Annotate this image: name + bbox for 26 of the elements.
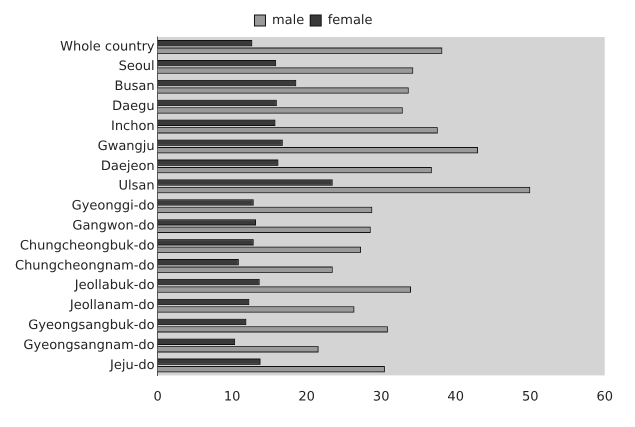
- x-tick-label: 30: [372, 390, 390, 405]
- y-tick-label: Chungcheongbuk-do: [20, 238, 155, 254]
- x-tick-label: 20: [298, 390, 315, 405]
- y-tick-label: Gangwon-do: [72, 218, 155, 234]
- y-tick-label: Daejeon: [100, 158, 155, 174]
- y-tick-label: Gyeongsangnam-do: [23, 338, 155, 353]
- y-tick-label: Busan: [114, 79, 155, 94]
- y-tick-label: Daegu: [112, 99, 155, 114]
- y-tick-label: Jeju-do: [109, 358, 155, 373]
- y-tick-label: Gyeonggi-do: [72, 198, 155, 214]
- x-tick-label: 40: [447, 390, 464, 405]
- x-tick-label: 10: [224, 390, 240, 405]
- y-tick-label: Gyeongsangbuk-do: [28, 318, 155, 334]
- y-tick-label: Ulsan: [118, 178, 155, 194]
- y-tick-label: Gwangju: [98, 138, 155, 154]
- y-tick-label: Seoul: [118, 59, 155, 74]
- x-tick-label: 50: [522, 390, 538, 405]
- x-tick-label: 0: [154, 390, 162, 405]
- y-tick-label: Jeollanam-do: [68, 298, 155, 314]
- y-tick-label: Whole country: [60, 39, 155, 54]
- x-tick-label: 60: [596, 390, 613, 405]
- y-tick-label: Inchon: [110, 118, 155, 134]
- y-tick-label: Jeollabuk-do: [74, 278, 155, 294]
- legend-label: male: [272, 12, 304, 28]
- legend-label: female: [328, 12, 373, 28]
- y-tick-label: Chungcheongnam-do: [14, 258, 155, 274]
